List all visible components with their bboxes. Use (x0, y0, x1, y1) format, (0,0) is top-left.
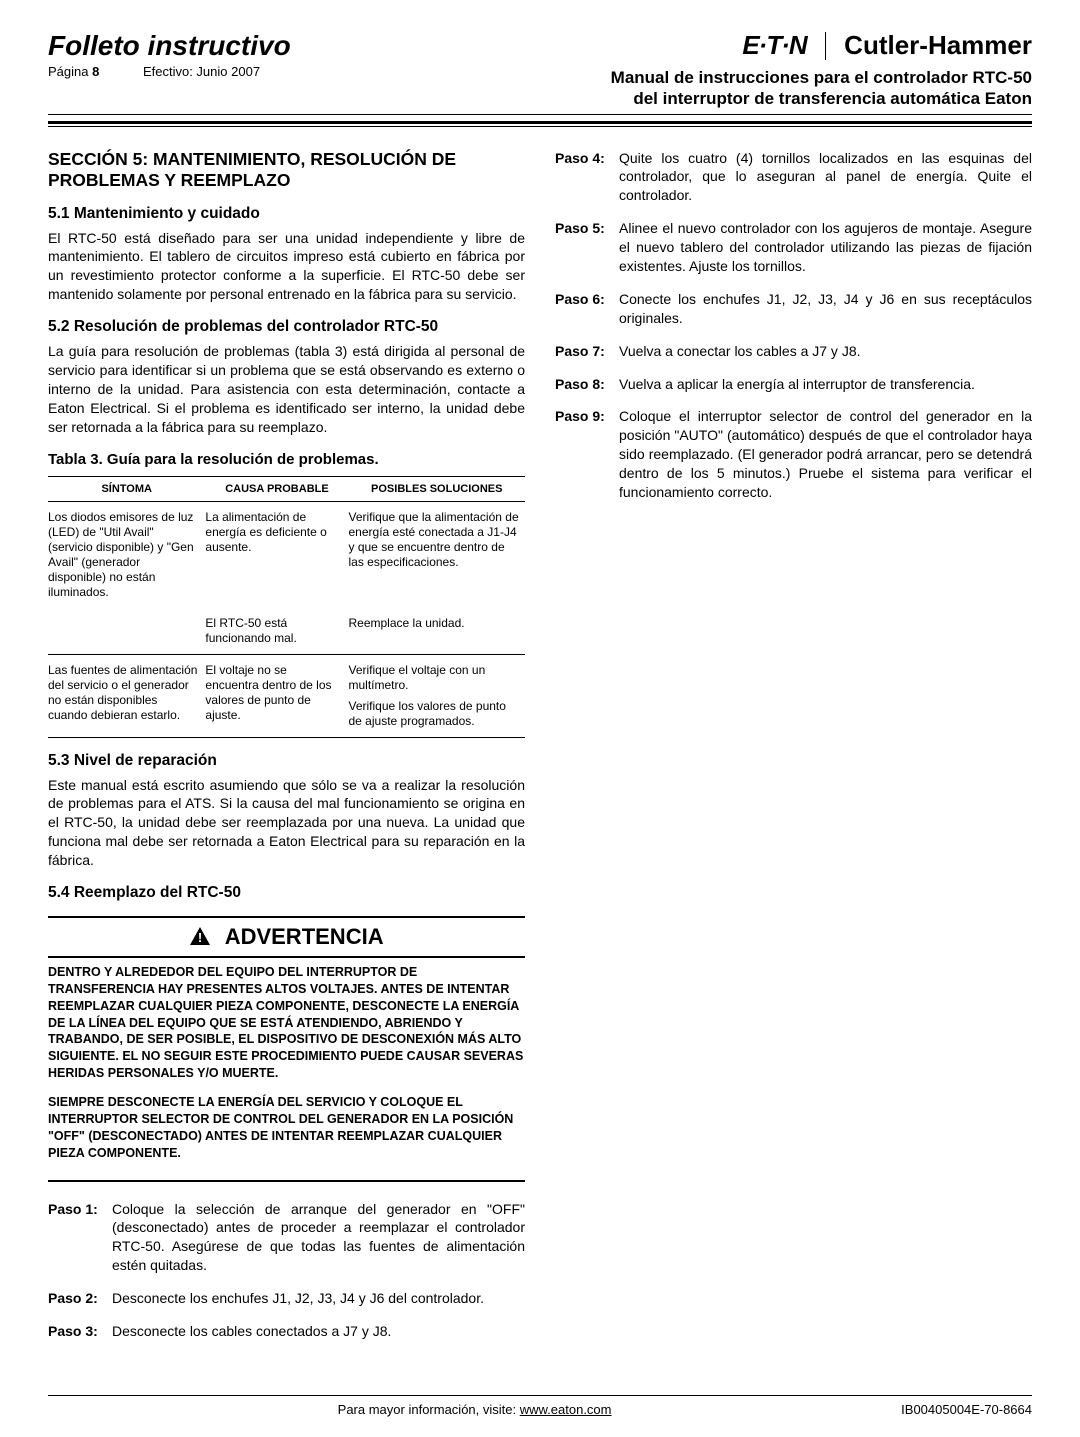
warning-p1: DENTRO Y ALREDEDOR DEL EQUIPO DEL INTERR… (48, 964, 525, 1082)
warning-heading: ! ADVERTENCIA (48, 918, 525, 956)
cell-symptom: Los diodos emisores de luz (LED) de "Uti… (48, 501, 205, 608)
step-label: Paso 7: (555, 342, 619, 361)
footer-info: Para mayor información, visite: www.eato… (338, 1402, 612, 1417)
section-5-2-body: La guía para resolución de problemas (ta… (48, 342, 525, 436)
table-row: Las fuentes de alimentación del servicio… (48, 654, 525, 737)
eaton-logo: E·T·N (742, 30, 806, 61)
step-label: Paso 5: (555, 219, 619, 276)
section-5-4-heading: 5.4 Reemplazo del RTC-50 (48, 884, 525, 902)
step-6: Paso 6: Conecte los enchufes J1, J2, J3,… (555, 290, 1032, 328)
warning-p2: SIEMPRE DESCONECTE LA ENERGÍA DEL SERVIC… (48, 1094, 525, 1162)
section-5-1-heading: 5.1 Mantenimiento y cuidado (48, 205, 525, 223)
warning-box: ! ADVERTENCIA DENTRO Y ALREDEDOR DEL EQU… (48, 916, 525, 1182)
footer-info-prefix: Para mayor información, visite: (338, 1402, 520, 1417)
section-5-2-heading: 5.2 Resolución de problemas del controla… (48, 318, 525, 336)
page-number: 8 (92, 64, 99, 79)
cutler-hammer-logo: Cutler-Hammer (844, 30, 1032, 61)
solution-line-b: Verifique los valores de punto de ajuste… (349, 699, 520, 729)
brand-row: E·T·N Cutler-Hammer (611, 30, 1032, 61)
step-2: Paso 2: Desconecte los enchufes J1, J2, … (48, 1289, 525, 1308)
warning-body: DENTRO Y ALREDEDOR DEL EQUIPO DEL INTERR… (48, 958, 525, 1180)
right-column: Paso 4: Quite los cuatro (4) tornillos l… (555, 149, 1032, 1355)
steps-left: Paso 1: Coloque la selección de arranque… (48, 1200, 525, 1341)
step-8: Paso 8: Vuelva a aplicar la energía al i… (555, 375, 1032, 394)
header-rule-thick (48, 121, 1032, 124)
section-5-3-heading: 5.3 Nivel de reparación (48, 752, 525, 770)
cell-symptom: Las fuentes de alimentación del servicio… (48, 654, 205, 737)
doc-title: Folleto instructivo (48, 30, 291, 62)
col-symptom: SÍNTOMA (48, 476, 205, 501)
step-text: Coloque la selección de arranque del gen… (112, 1200, 525, 1276)
header-rule-thin (48, 126, 1032, 127)
step-text: Quite los cuatro (4) tornillos localizad… (619, 149, 1032, 206)
cell-cause: La alimentación de energía es deficiente… (205, 501, 348, 608)
cell-solution: Reemplace la unidad. (349, 608, 526, 655)
section-5-1-body: El RTC-50 está diseñado para ser una uni… (48, 229, 525, 305)
table-3-caption: Tabla 3. Guía para la resolución de prob… (48, 451, 525, 468)
step-5: Paso 5: Alinee el nuevo controlador con … (555, 219, 1032, 276)
step-text: Conecte los enchufes J1, J2, J3, J4 y J6… (619, 290, 1032, 328)
manual-title-line1: Manual de instrucciones para el controla… (611, 68, 1032, 87)
warning-bottom-rule (48, 1180, 525, 1182)
col-solution: POSIBLES SOLUCIONES (349, 476, 526, 501)
header-right: E·T·N Cutler-Hammer Manual de instruccio… (611, 30, 1032, 110)
footer-link[interactable]: www.eaton.com (520, 1402, 612, 1417)
header-left: Folleto instructivo Página 8 Efectivo: J… (48, 30, 291, 79)
step-9: Paso 9: Coloque el interruptor selector … (555, 407, 1032, 501)
manual-title: Manual de instrucciones para el controla… (611, 67, 1032, 110)
left-column: SECCIÓN 5: MANTENIMIENTO, RESOLUCIÓN DE … (48, 149, 525, 1355)
cell-cause: El voltaje no se encuentra dentro de los… (205, 654, 348, 737)
step-label: Paso 2: (48, 1289, 112, 1308)
steps-right: Paso 4: Quite los cuatro (4) tornillos l… (555, 149, 1032, 502)
cell-symptom (48, 608, 205, 655)
cell-solution: Verifique el voltaje con un multímetro. … (349, 654, 526, 737)
step-text: Alinee el nuevo controlador con los aguj… (619, 219, 1032, 276)
svg-text:!: ! (198, 930, 202, 945)
step-label: Paso 9: (555, 407, 619, 501)
cell-solution: Verifique que la alimentación de energía… (349, 501, 526, 608)
step-text: Desconecte los enchufes J1, J2, J3, J4 y… (112, 1289, 525, 1308)
page-header: Folleto instructivo Página 8 Efectivo: J… (48, 30, 1032, 115)
page-meta: Página 8 Efectivo: Junio 2007 (48, 64, 291, 79)
section-5-heading: SECCIÓN 5: MANTENIMIENTO, RESOLUCIÓN DE … (48, 149, 525, 191)
cell-cause: El RTC-50 está funcionando mal. (205, 608, 348, 655)
table-row: Los diodos emisores de luz (LED) de "Uti… (48, 501, 525, 608)
table-header-row: SÍNTOMA CAUSA PROBABLE POSIBLES SOLUCION… (48, 476, 525, 501)
warning-heading-text: ADVERTENCIA (225, 924, 384, 949)
step-label: Paso 6: (555, 290, 619, 328)
step-text: Coloque el interruptor selector de contr… (619, 407, 1032, 501)
step-3: Paso 3: Desconecte los cables conectados… (48, 1322, 525, 1341)
step-label: Paso 8: (555, 375, 619, 394)
section-5-3-body: Este manual está escrito asumiendo que s… (48, 776, 525, 870)
table-row: El RTC-50 está funcionando mal. Reemplac… (48, 608, 525, 655)
step-text: Vuelva a aplicar la energía al interrupt… (619, 375, 1032, 394)
step-4: Paso 4: Quite los cuatro (4) tornillos l… (555, 149, 1032, 206)
manual-title-line2: del interruptor de transferencia automát… (633, 89, 1032, 108)
page-label: Página (48, 64, 88, 79)
brand-divider (825, 32, 827, 60)
step-text: Vuelva a conectar los cables a J7 y J8. (619, 342, 1032, 361)
effective-date: Efectivo: Junio 2007 (143, 64, 260, 79)
step-label: Paso 1: (48, 1200, 112, 1276)
page-footer: Para mayor información, visite: www.eato… (48, 1395, 1032, 1417)
step-7: Paso 7: Vuelva a conectar los cables a J… (555, 342, 1032, 361)
footer-doc-id: IB00405004E-70-8664 (901, 1402, 1032, 1417)
step-label: Paso 4: (555, 149, 619, 206)
troubleshooting-table: SÍNTOMA CAUSA PROBABLE POSIBLES SOLUCION… (48, 476, 525, 738)
content-columns: SECCIÓN 5: MANTENIMIENTO, RESOLUCIÓN DE … (48, 149, 1032, 1355)
solution-line-a: Verifique el voltaje con un multímetro. (349, 663, 520, 693)
step-label: Paso 3: (48, 1322, 112, 1341)
step-text: Desconecte los cables conectados a J7 y … (112, 1322, 525, 1341)
col-cause: CAUSA PROBABLE (205, 476, 348, 501)
step-1: Paso 1: Coloque la selección de arranque… (48, 1200, 525, 1276)
warning-icon: ! (189, 926, 211, 952)
